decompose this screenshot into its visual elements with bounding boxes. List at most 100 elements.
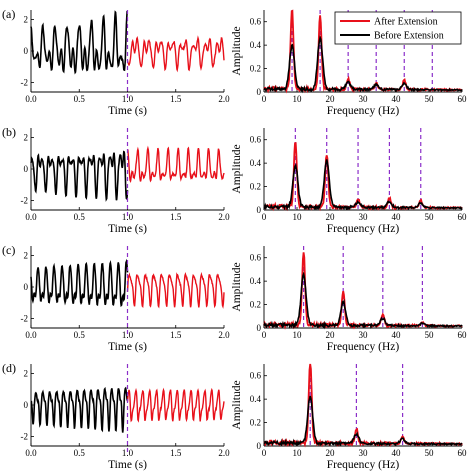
before-extension-line [30, 10, 128, 75]
x-tick-label: 40 [392, 94, 402, 104]
y-tick-label: 0.4 [250, 158, 262, 168]
x-tick-label: 0.0 [25, 330, 37, 340]
x-tick-label: 50 [425, 94, 435, 104]
before-extension-spectrum [263, 34, 463, 94]
after-extension-line [126, 35, 225, 73]
legend-after-label: After Extension [374, 17, 438, 28]
y-tick-label: -2 [21, 196, 29, 206]
before-extension-spectrum [263, 159, 463, 212]
x-tick-label: 60 [458, 212, 468, 222]
x-tick-label: 10 [293, 448, 303, 458]
x-tick-label: 30 [359, 448, 369, 458]
x-tick-label: 2.0 [218, 330, 230, 340]
panel-label: (a) [2, 7, 15, 21]
panel-label: (b) [2, 125, 16, 139]
x-tick-label: 0 [262, 448, 267, 458]
x-tick-label: 0.0 [25, 448, 37, 458]
after-extension-spectrum [263, 252, 463, 330]
legend-before-label: Before Extension [374, 31, 444, 42]
time-panel-a: (a) 0.0 0.5 1.0 1.5 2.0 -2 0 2 Time (s) [2, 7, 230, 117]
before-extension-spectrum [263, 271, 463, 330]
x-axis-label: Frequency (Hz) [327, 341, 400, 353]
y-tick-label: 0.6 [250, 253, 262, 263]
y-tick-label: 0 [24, 282, 29, 292]
x-tick-label: 0.5 [74, 212, 86, 222]
y-axis-label: Amplitude [231, 262, 243, 311]
y-tick-label: 0.2 [250, 64, 261, 74]
before-extension-line [30, 150, 129, 202]
y-tick-label: 2 [24, 368, 29, 378]
y-tick-label: 0 [257, 441, 262, 451]
x-tick-label: 50 [425, 448, 435, 458]
x-tick-label: 0.0 [25, 94, 37, 104]
spectrum-panel-b: 0 10 20 30 40 50 60 0 0.2 0.4 0.6 Frequency (Hz) Amp… [231, 128, 467, 235]
after-extension-line [126, 387, 225, 423]
x-tick-label: 20 [326, 94, 336, 104]
y-tick-label: 0 [24, 46, 29, 56]
y-tick-label: 2 [24, 250, 29, 260]
x-tick-label: 0.5 [74, 448, 86, 458]
x-tick-label: 0.5 [74, 94, 86, 104]
x-axis-label: Frequency (Hz) [327, 105, 400, 117]
before-extension-line [30, 258, 129, 308]
after-extension-line [126, 271, 225, 309]
x-tick-label: 10 [293, 330, 303, 340]
before-extension-line [30, 386, 129, 433]
x-tick-label: 1.0 [122, 448, 134, 458]
y-tick-label: 0 [257, 205, 262, 215]
x-tick-label: 2.0 [218, 94, 230, 104]
y-tick-label: 0 [24, 400, 29, 410]
x-tick-label: 40 [392, 448, 402, 458]
x-axis-label: Time (s) [108, 223, 147, 235]
x-tick-label: 60 [458, 330, 468, 340]
legend: After Extension Before Extension [334, 11, 462, 45]
x-tick-label: 50 [425, 330, 435, 340]
x-tick-label: 0.0 [25, 212, 37, 222]
spectrum-panel-c: 0 10 20 30 40 50 60 0 0.2 0.4 0.6 Frequency (Hz) Amp… [231, 246, 467, 353]
y-tick-label: 0 [257, 87, 262, 97]
legend-box [334, 11, 462, 45]
x-tick-label: 60 [458, 448, 468, 458]
time-panel-c: (c) 0.0 0.5 1.0 1.5 2.0 -2 0 2 Time (s) [2, 243, 230, 353]
spectrum-panel-d: 0 10 20 30 40 50 60 0 0.2 0.4 0.6 Frequency (Hz) Amp… [231, 363, 468, 471]
y-axis-label: Amplitude [231, 26, 243, 75]
x-tick-label: 10 [293, 94, 303, 104]
x-tick-label: 10 [293, 212, 303, 222]
x-tick-label: 20 [326, 448, 336, 458]
y-tick-label: 0.6 [250, 17, 262, 27]
y-tick-label: 0.2 [250, 418, 261, 428]
y-tick-label: 0.2 [250, 182, 261, 192]
panel-label: (c) [2, 243, 15, 257]
x-tick-label: 1.5 [170, 212, 182, 222]
x-tick-label: 30 [359, 94, 369, 104]
x-tick-label: 1.5 [170, 448, 182, 458]
after-extension-line [127, 145, 225, 184]
x-tick-label: 60 [458, 94, 468, 104]
y-tick-label: 2 [24, 14, 29, 24]
x-tick-label: 30 [359, 212, 369, 222]
after-extension-spectrum [263, 363, 463, 448]
x-axis-label: Frequency (Hz) [327, 459, 400, 471]
x-tick-label: 0 [262, 212, 267, 222]
x-tick-label: 2.0 [218, 448, 230, 458]
x-tick-label: 1.5 [170, 94, 182, 104]
y-axis-label: Amplitude [231, 380, 243, 429]
y-tick-label: -2 [21, 78, 29, 88]
x-axis-label: Time (s) [108, 105, 147, 117]
before-extension-spectrum [263, 395, 462, 447]
y-axis-label: Amplitude [231, 144, 243, 193]
x-axis-label: Time (s) [108, 341, 147, 353]
x-tick-label: 1.0 [122, 212, 134, 222]
y-tick-label: 2 [24, 132, 29, 142]
y-tick-label: -2 [21, 432, 29, 442]
x-tick-label: 40 [392, 330, 402, 340]
x-tick-label: 20 [326, 212, 336, 222]
x-axis-label: Frequency (Hz) [327, 223, 400, 235]
y-tick-label: 0.6 [250, 371, 262, 381]
y-tick-label: 0 [257, 323, 262, 333]
time-panel-d: (d) 0.0 0.5 1.0 1.5 2.0 -2 0 2 Time (s) [2, 361, 230, 471]
x-tick-label: 1.5 [170, 330, 182, 340]
x-tick-label: 1.0 [122, 94, 134, 104]
y-tick-label: 0.4 [250, 394, 262, 404]
